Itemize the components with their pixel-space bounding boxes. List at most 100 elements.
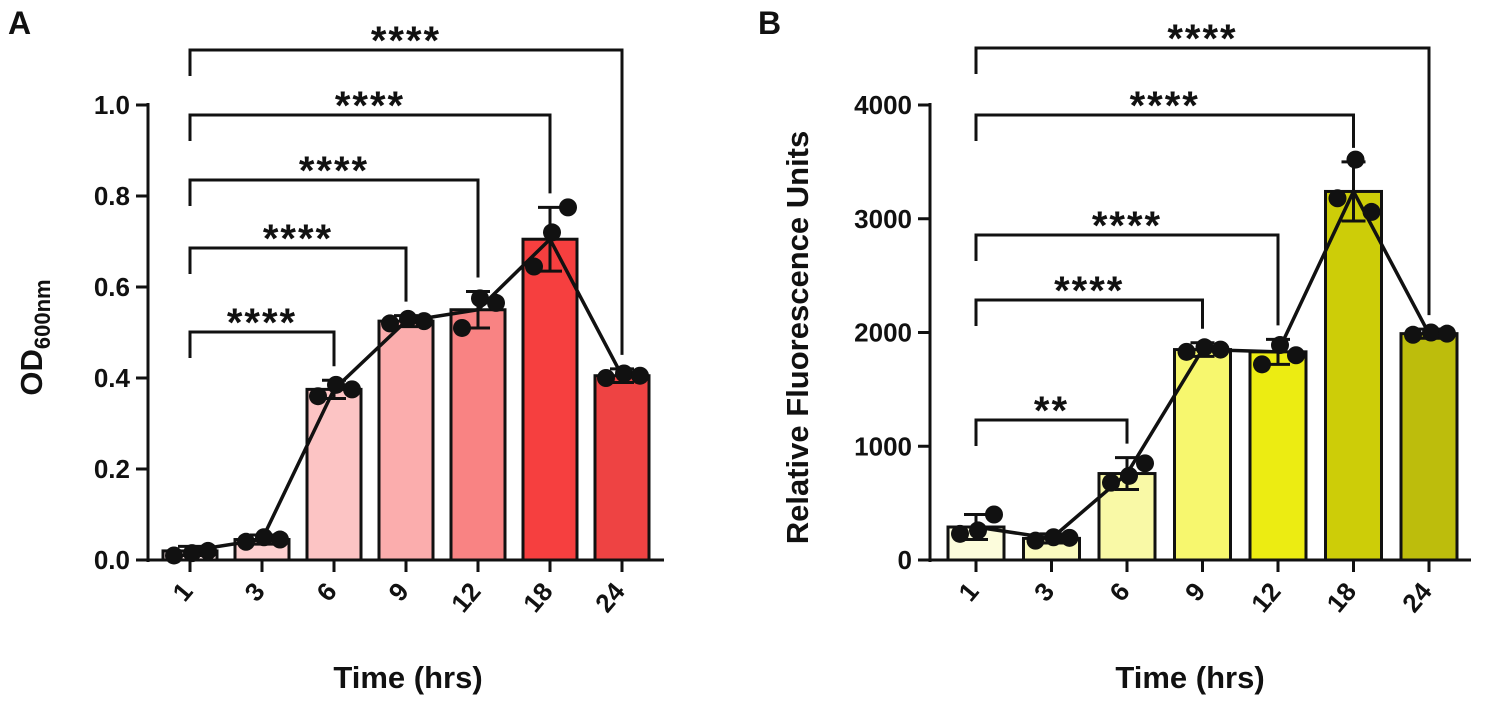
x-tick-label: 1 xyxy=(952,577,984,607)
data-point xyxy=(1271,336,1289,355)
y-tick-label: 0 xyxy=(898,545,912,575)
data-point xyxy=(1136,454,1154,473)
x-tick-label: 24 xyxy=(589,576,631,618)
x-tick-label: 18 xyxy=(1321,577,1363,618)
significance-label: **** xyxy=(371,19,441,63)
bar xyxy=(449,308,507,562)
data-point xyxy=(1404,325,1422,344)
significance-bracket xyxy=(974,298,1204,329)
y-tick-label: 3000 xyxy=(854,204,912,234)
panel-a-chart: A 0.0 0.2 0.4 0.6 0.8 1.0 1 3 6 9 12 18 24 **** **** **… xyxy=(8,5,664,695)
y-tick-label: 0.0 xyxy=(94,545,130,575)
data-point xyxy=(1120,466,1138,485)
data-point xyxy=(1044,528,1063,547)
y-tick-label: 1.0 xyxy=(94,90,130,120)
significance-label: **** xyxy=(335,84,405,128)
data-point xyxy=(1346,150,1365,169)
panel-a-label: A xyxy=(8,5,31,41)
y-axis-title: OD600nm xyxy=(14,279,55,395)
significance-bracket xyxy=(188,330,336,367)
y-axis-title: Relative Fluorescence Units xyxy=(780,131,815,545)
data-point xyxy=(327,375,345,394)
data-point xyxy=(343,380,361,399)
data-point xyxy=(415,312,433,331)
significance-label: **** xyxy=(299,149,369,193)
panel-b-label: B xyxy=(758,5,781,41)
significance-label: **** xyxy=(1130,84,1200,128)
x-tick-label: 1 xyxy=(166,577,198,607)
data-point xyxy=(559,198,577,217)
x-tick-label: 9 xyxy=(1179,577,1211,607)
data-point xyxy=(199,541,217,560)
x-axis-title: Time (hrs) xyxy=(1115,660,1264,695)
significance-label: **** xyxy=(1054,269,1124,313)
data-point xyxy=(1287,346,1305,365)
bar xyxy=(1399,332,1459,562)
x-tick-label: 12 xyxy=(1245,577,1287,618)
data-point xyxy=(1422,323,1440,342)
significance-label: **** xyxy=(1167,17,1237,61)
data-point xyxy=(1438,324,1456,343)
y-axis-title-main: Relative Fluorescence Units xyxy=(780,131,815,545)
x-axis-title: Time (hrs) xyxy=(333,660,482,695)
x-tick-label: 6 xyxy=(310,577,342,607)
data-point xyxy=(183,544,201,563)
data-point xyxy=(487,293,505,312)
bar xyxy=(305,387,363,562)
data-point xyxy=(1177,342,1196,361)
data-point xyxy=(1102,473,1120,492)
bar xyxy=(1248,350,1308,562)
data-point xyxy=(271,530,289,549)
data-point xyxy=(1026,531,1045,550)
y-axis-title-subscript: 600nm xyxy=(30,279,55,349)
significance-bracket xyxy=(974,46,1431,316)
x-tick-label: 18 xyxy=(517,577,559,618)
y-tick-label: 0.2 xyxy=(94,454,130,484)
x-tick-label: 3 xyxy=(238,577,270,607)
significance-bracket xyxy=(974,418,1129,446)
y-tick-label: 0.4 xyxy=(94,363,131,393)
significance-bracket xyxy=(188,48,624,355)
data-point xyxy=(237,532,255,551)
data-point xyxy=(1362,202,1381,221)
x-tick-label: 24 xyxy=(1396,576,1438,618)
y-tick-label: 0.6 xyxy=(94,272,130,302)
data-point xyxy=(165,546,183,565)
data-point xyxy=(309,387,327,406)
bar xyxy=(1324,189,1383,562)
bar xyxy=(521,237,579,562)
y-tick-label: 2000 xyxy=(854,318,912,348)
data-point xyxy=(1328,189,1347,208)
data-point xyxy=(543,223,561,242)
data-point xyxy=(615,364,633,383)
data-point xyxy=(1211,340,1230,359)
y-tick-label: 4000 xyxy=(854,90,912,120)
data-point xyxy=(1253,355,1271,374)
bar xyxy=(377,319,435,562)
data-point xyxy=(597,369,615,387)
significance-label: **** xyxy=(227,301,297,345)
y-tick-label: 1000 xyxy=(854,431,912,461)
significance-bracket xyxy=(188,113,552,194)
data-point xyxy=(399,309,417,328)
significance-bracket xyxy=(188,178,480,278)
data-point xyxy=(969,521,987,540)
data-point xyxy=(631,366,649,385)
y-tick-label: 0.8 xyxy=(94,181,130,211)
data-point xyxy=(1060,528,1079,547)
data-point xyxy=(471,289,489,308)
data-point xyxy=(985,505,1003,524)
data-point xyxy=(951,524,969,543)
significance-bracket xyxy=(188,246,408,302)
y-axis-title-main: OD xyxy=(14,349,49,396)
data-point xyxy=(381,314,399,333)
significance-label: ** xyxy=(1034,389,1069,433)
significance-bracket xyxy=(974,113,1355,148)
data-point xyxy=(525,257,543,276)
x-tick-label: 3 xyxy=(1028,577,1060,607)
data-point xyxy=(453,318,471,337)
significance-bracket xyxy=(974,233,1280,326)
significance-label: **** xyxy=(263,217,333,261)
